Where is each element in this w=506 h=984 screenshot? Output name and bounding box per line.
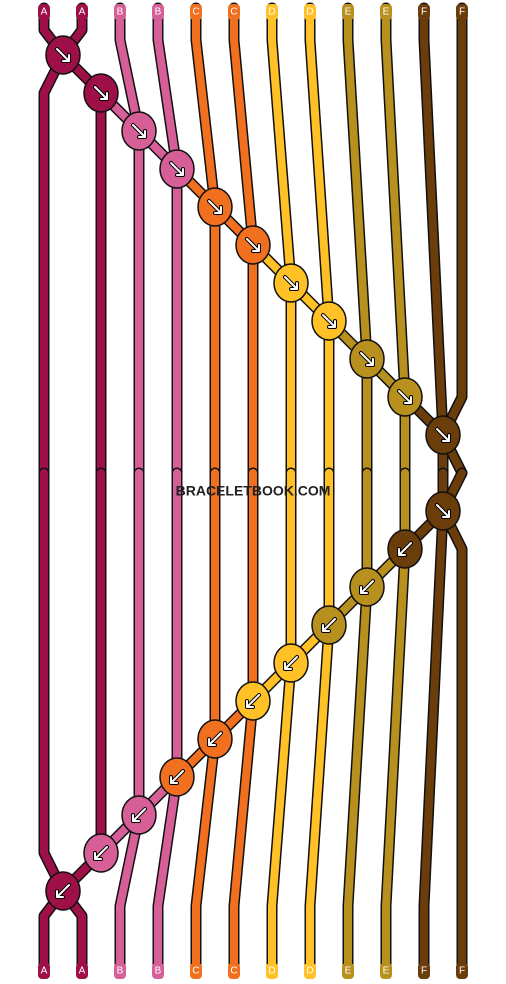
strand — [268, 659, 295, 970]
knot-arrow — [94, 846, 108, 860]
string-tab — [266, 963, 278, 979]
string-label: D — [306, 7, 313, 18]
knot-arrow — [56, 48, 70, 62]
strand — [116, 811, 143, 970]
string-tab — [342, 4, 354, 20]
string-tab — [342, 963, 354, 979]
string-label: B — [117, 7, 124, 18]
string-label: C — [230, 966, 237, 977]
string-tab — [190, 4, 202, 20]
string-tab — [456, 4, 468, 20]
knot-arrow — [436, 428, 450, 442]
string-tab — [38, 963, 50, 979]
string-label: E — [383, 966, 390, 977]
knot-arrow — [208, 200, 222, 214]
string-tab — [418, 4, 430, 20]
string-tab — [114, 963, 126, 979]
string-tab — [304, 963, 316, 979]
strand — [344, 583, 371, 970]
strand — [230, 697, 257, 970]
strand — [420, 4, 447, 439]
knot-arrow — [94, 86, 108, 100]
knot-arrow — [360, 352, 374, 366]
knot-arrow — [398, 390, 412, 404]
strand — [382, 545, 409, 970]
string-label: A — [41, 966, 48, 977]
string-tab — [76, 963, 88, 979]
string-tab — [418, 963, 430, 979]
strand — [306, 621, 333, 970]
strand — [439, 507, 466, 970]
strand — [439, 4, 466, 439]
string-tab — [76, 4, 88, 20]
string-tab — [228, 963, 240, 979]
string-tab — [152, 963, 164, 979]
knot-arrow — [132, 808, 146, 822]
string-tab — [266, 4, 278, 20]
strand — [192, 735, 219, 970]
strand — [40, 51, 67, 477]
string-label: D — [268, 966, 275, 977]
knot-arrow — [284, 276, 298, 290]
string-tab — [456, 963, 468, 979]
string-label: F — [459, 7, 465, 18]
string-tab — [152, 4, 164, 20]
string-tab — [304, 4, 316, 20]
knot-arrow — [208, 732, 222, 746]
string-label: F — [421, 7, 427, 18]
string-label: F — [459, 966, 465, 977]
strand — [382, 4, 409, 401]
string-label: F — [421, 966, 427, 977]
strand — [344, 4, 371, 363]
string-tab — [380, 4, 392, 20]
knot-arrow — [56, 884, 70, 898]
knot-arrow — [360, 580, 374, 594]
string-label: C — [192, 7, 199, 18]
string-tab — [380, 963, 392, 979]
string-label: A — [79, 966, 86, 977]
string-tab — [38, 4, 50, 20]
knot-arrow — [322, 618, 336, 632]
knot-arrow — [246, 694, 260, 708]
string-label: C — [230, 7, 237, 18]
string-label: B — [155, 7, 162, 18]
watermark: BRACELETBOOK.COM — [176, 483, 331, 499]
knot-arrow — [398, 542, 412, 556]
string-label: E — [345, 966, 352, 977]
string-tab — [190, 963, 202, 979]
string-label: B — [155, 966, 162, 977]
string-label: A — [41, 7, 48, 18]
knot-arrow — [322, 314, 336, 328]
string-label: C — [192, 966, 199, 977]
knot-arrow — [170, 770, 184, 784]
string-label: D — [306, 966, 313, 977]
knot-arrow — [170, 162, 184, 176]
string-label: B — [117, 966, 124, 977]
knot-arrow — [284, 656, 298, 670]
string-tab — [228, 4, 240, 20]
knot-arrow — [246, 238, 260, 252]
string-label: A — [79, 7, 86, 18]
strand — [306, 4, 333, 325]
strand — [154, 773, 181, 970]
knot-arrow — [436, 504, 450, 518]
knot-arrow — [132, 124, 146, 138]
strand — [40, 469, 67, 895]
strand — [420, 507, 447, 970]
string-label: E — [383, 7, 390, 18]
string-label: D — [268, 7, 275, 18]
string-tab — [114, 4, 126, 20]
string-label: E — [345, 7, 352, 18]
